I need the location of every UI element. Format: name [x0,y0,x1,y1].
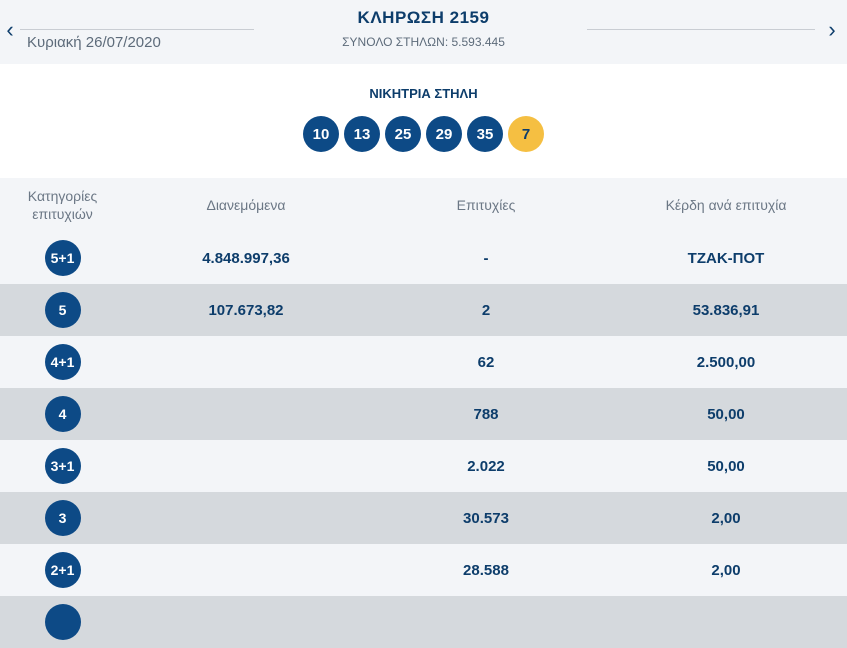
table-row: 5+1 4.848.997,36 - ΤΖΑΚ-ΠΟΤ [0,232,847,284]
prize-value [605,596,847,648]
header-category: Κατηγορίες επιτυχιών [27,188,98,222]
winners-value [367,596,605,648]
prize-value: 2,00 [711,509,741,527]
table-row: 4 788 50,00 [0,388,847,440]
distributed-value [125,440,367,492]
winning-number-ball: 35 [467,116,503,152]
table-row: 3 30.573 2,00 [0,492,847,544]
table-row [0,596,847,648]
prize-value: 2,00 [711,561,741,579]
table-row: 5 107.673,82 2 53.836,91 [0,284,847,336]
winners-value: 2.022 [467,457,505,475]
winners-value: 62 [477,353,495,371]
prize-value: 50,00 [707,405,745,423]
category-badge [44,604,81,640]
prize-value: 50,00 [707,457,745,475]
winners-value: 2 [481,301,491,319]
winning-number-ball: 13 [344,116,380,152]
distributed-value [125,544,367,596]
table-row: 4+1 62 2.500,00 [0,336,847,388]
category-badge: 4+1 [44,344,81,380]
draw-header: ‹ Κυριακή 26/07/2020 ΚΛΗΡΩΣΗ 2159 ΣΥΝΟΛΟ… [0,0,847,64]
divider [587,29,815,30]
total-columns: ΣΥΝΟΛΟ ΣΤΗΛΩΝ: 5.593.445 [342,35,505,49]
distributed-value: 4.848.997,36 [202,249,290,267]
table-row: 2+1 28.588 2,00 [0,544,847,596]
winners-value: - [483,249,489,267]
category-badge: 3 [44,500,81,536]
category-badge: 4 [44,396,81,432]
joker-number-ball: 7 [508,116,544,152]
winning-column-label: ΝΙΚΗΤΡΙΑ ΣΤΗΛΗ [369,86,478,101]
prize-value: ΤΖΑΚ-ΠΟΤ [687,249,765,267]
winners-value: 788 [473,405,499,423]
prize-value: 2.500,00 [696,353,756,371]
table-row: 3+1 2.022 50,00 [0,440,847,492]
results-table-body: 5+1 4.848.997,36 - ΤΖΑΚ-ΠΟΤ 5 107.673,82… [0,232,847,648]
draw-title: ΚΛΗΡΩΣΗ 2159 [357,8,490,27]
winners-value: 30.573 [463,509,509,527]
results-table-header: Κατηγορίες επιτυχιών Διανεμόμενα Επιτυχί… [0,178,847,232]
chevron-right-icon[interactable]: › [828,17,836,42]
header-distributed: Διανεμόμενα [206,197,286,213]
winners-value: 28.588 [463,561,509,579]
draw-date: Κυριακή 26/07/2020 [27,34,161,51]
prize-value: 53.836,91 [692,301,760,319]
chevron-left-icon[interactable]: ‹ [6,17,14,42]
distributed-value [125,388,367,440]
winning-number-ball: 29 [426,116,462,152]
distributed-value [125,336,367,388]
winning-number-ball: 25 [385,116,421,152]
distributed-value [125,492,367,544]
distributed-value [125,596,367,648]
header-winners: Επιτυχίες [456,197,516,213]
header-prize: Κέρδη ανά επιτυχία [665,197,787,213]
divider [20,29,254,30]
category-badge: 5 [44,292,81,328]
category-badge: 3+1 [44,448,81,484]
category-badge: 2+1 [44,552,81,588]
winning-numbers: 10 13 25 29 35 7 [303,116,544,152]
distributed-value: 107.673,82 [208,301,284,319]
winning-number-ball: 10 [303,116,339,152]
category-badge: 5+1 [44,240,81,276]
